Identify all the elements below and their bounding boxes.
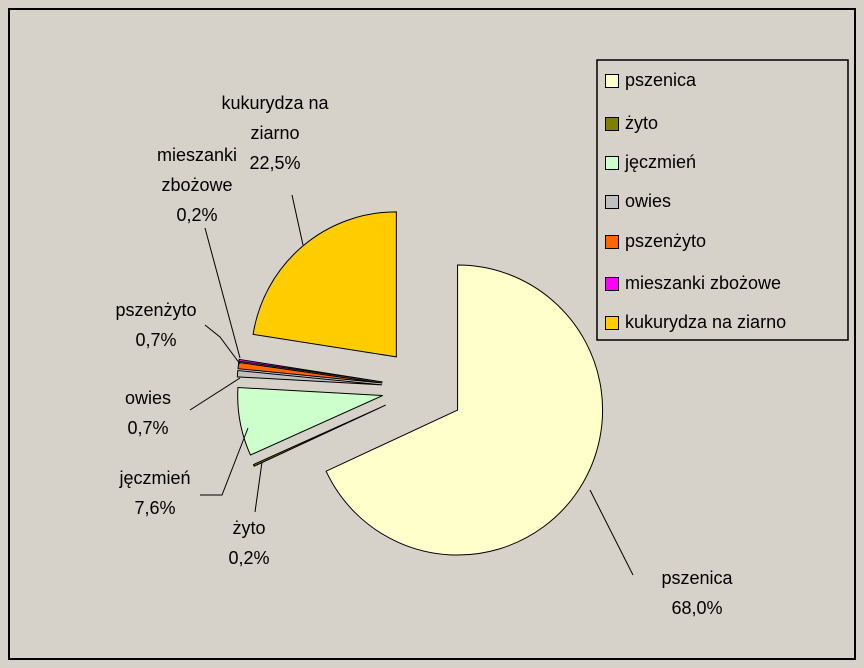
data-label-value: 0,7% <box>135 330 177 350</box>
data-label: jęczmień 7,6% <box>80 463 230 523</box>
data-label-name: owies <box>124 388 172 408</box>
pie-slice <box>252 404 386 467</box>
leader-line <box>200 427 249 496</box>
legend-swatch <box>605 156 619 170</box>
legend-swatch <box>605 117 619 131</box>
legend-text: pszenżyto <box>625 231 707 251</box>
data-label-value: 7,6% <box>134 498 176 518</box>
legend-text: mieszanki zbożowe <box>625 273 782 293</box>
legend-swatch <box>605 277 619 291</box>
legend-label: żyto <box>625 113 658 133</box>
legend-swatch <box>605 316 619 330</box>
data-label-value: 68,0% <box>671 598 723 618</box>
data-label-value: 0,7% <box>127 418 169 438</box>
data-label-name: żyto <box>232 518 266 538</box>
data-label-name: pszenica <box>661 568 733 588</box>
legend-text: owies <box>625 191 672 211</box>
legend-text: pszenica <box>625 70 697 90</box>
legend-text: żyto <box>625 113 659 133</box>
leader-line <box>204 324 241 365</box>
legend-swatch <box>605 195 619 209</box>
data-label: kukurydza na ziarno 22,5% <box>210 88 340 178</box>
leader-line <box>291 194 304 246</box>
data-label: pszenżyto 0,7% <box>81 295 231 355</box>
pie-slice <box>325 264 604 556</box>
legend-box <box>596 59 849 341</box>
legend-text: jęczmień <box>625 152 697 172</box>
data-label: żyto 0,2% <box>174 513 324 573</box>
leader-line <box>189 377 241 411</box>
legend-label: owies <box>625 191 671 211</box>
data-label: owies 0,7% <box>73 383 223 443</box>
data-label-value: 0,2% <box>176 205 218 225</box>
pie-slice <box>252 211 397 358</box>
legend-label: pszenica <box>625 70 696 90</box>
leader-line <box>204 227 241 359</box>
legend-label: pszenżyto <box>625 231 706 251</box>
legend-swatch <box>605 74 619 88</box>
leader-line <box>589 489 634 576</box>
legend-text: kukurydza na ziarno <box>625 312 787 332</box>
leader-line <box>254 461 263 513</box>
pie-slice <box>237 386 383 456</box>
data-label-name: mieszanki zbożowe <box>156 145 238 195</box>
legend-swatch <box>605 235 619 249</box>
legend-label: jęczmień <box>625 152 696 172</box>
data-label-value: 22,5% <box>249 153 301 173</box>
legend-label: mieszanki zbożowe <box>625 273 781 293</box>
data-label: pszenica 68,0% <box>622 563 772 623</box>
data-label-name: pszenżyto <box>115 300 197 320</box>
pie-slice <box>236 369 383 386</box>
data-label-name: kukurydza na ziarno <box>221 93 329 143</box>
legend-label: kukurydza na ziarno <box>625 312 786 332</box>
chart-frame <box>8 8 856 660</box>
data-label: mieszanki zbożowe 0,2% <box>142 140 252 230</box>
pie-slice <box>238 358 383 383</box>
data-label-value: 0,2% <box>228 548 270 568</box>
data-label-name: jęczmień <box>119 468 191 488</box>
